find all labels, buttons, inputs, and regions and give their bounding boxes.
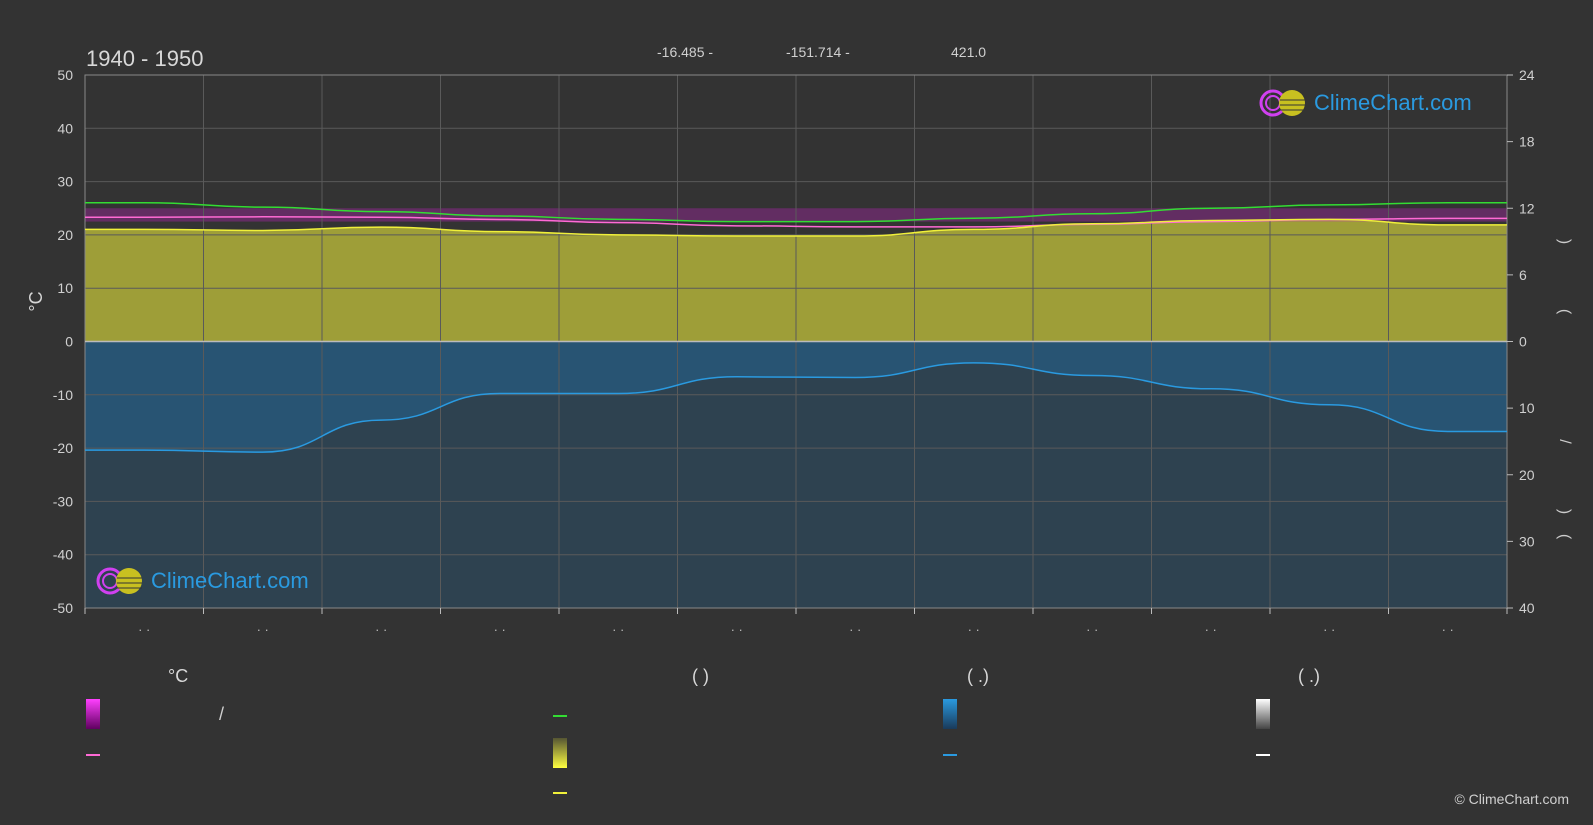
legend-snow-line [1256, 754, 1270, 756]
y-axis-label-right: ) [1556, 509, 1573, 514]
elevation-label: 421.0 [951, 44, 987, 60]
legend-humidity-swatch [86, 699, 100, 729]
y-tick-label-right: 20 [1519, 467, 1535, 483]
legend-sunshine-line [553, 792, 567, 794]
y-axis-label-right: / [1556, 439, 1573, 444]
chart-title: 1940 - 1950 [86, 46, 204, 71]
x-tick-label: · · [375, 622, 387, 637]
legend-daylight-line [553, 715, 567, 717]
y-tick-label-right: 30 [1519, 533, 1535, 549]
y-tick-label-right: 0 [1519, 334, 1527, 350]
y-axis-label-left: °C [26, 291, 46, 311]
logo-bottom[interactable]: ClimeChart.com [95, 566, 309, 596]
precipitation-line [84, 362, 1507, 453]
legend-heading-temperature: °C [168, 666, 189, 686]
y-tick-label-left: 20 [57, 227, 73, 243]
daylight-line [85, 201, 1507, 223]
y-tick-label-right: 10 [1519, 400, 1535, 416]
x-tick-label: · · [968, 622, 980, 637]
copyright: © ClimeChart.com [1454, 791, 1569, 807]
x-tick-label: · · [257, 622, 269, 637]
y-axis-label-right: ) [1556, 239, 1573, 244]
y-axis-label-right: ( [1556, 309, 1573, 315]
y-tick-label-right: 12 [1519, 200, 1535, 216]
legend-rain-swatch [943, 699, 957, 729]
x-tick-label: · · [1442, 622, 1454, 637]
x-tick-label: · · [731, 622, 743, 637]
y-tick-label-left: -20 [53, 440, 73, 456]
climechart-logo-icon [1259, 89, 1305, 117]
y-tick-label-left: 50 [57, 67, 73, 83]
y-tick-label-left: 10 [57, 280, 73, 296]
latitude-label: -16.485 - [657, 44, 714, 60]
y-tick-label-left: -30 [53, 493, 73, 509]
x-tick-label: · · [1086, 622, 1098, 637]
y-tick-label-right: 24 [1519, 67, 1535, 83]
y-axis-label-right: ( [1556, 534, 1573, 540]
longitude-label: -151.714 - [786, 44, 850, 60]
logo-text: ClimeChart.com [1314, 90, 1472, 115]
x-tick-label: · · [612, 622, 624, 637]
y-tick-label-left: 0 [65, 334, 73, 350]
y-tick-label-left: -10 [53, 387, 73, 403]
y-tick-label-right: 18 [1519, 134, 1535, 150]
legend-separator: / [219, 704, 225, 724]
legend-heading-sun: ( ) [692, 666, 709, 686]
legend-precip-line [943, 754, 957, 756]
y-tick-label-right: 40 [1519, 600, 1535, 616]
legend-snow-swatch [1256, 699, 1270, 729]
x-tick-label: · · [494, 622, 506, 637]
x-tick-label: · · [1323, 622, 1335, 637]
legend-sunshine-swatch [553, 738, 567, 768]
x-tick-label: · · [849, 622, 861, 637]
y-tick-label-left: -40 [53, 547, 73, 563]
legend-heading-rain: ( .) [967, 666, 989, 686]
y-tick-label-left: 30 [57, 174, 73, 190]
sunshine-line [84, 218, 1507, 237]
logo-text: ClimeChart.com [151, 568, 309, 593]
logo-top[interactable]: ClimeChart.com [1258, 88, 1472, 118]
x-tick-label: · · [138, 622, 150, 637]
x-tick-label: · · [1205, 622, 1217, 637]
y-tick-label-left: -50 [53, 600, 73, 616]
legend-heading-snow: ( .) [1298, 666, 1320, 686]
climechart-logo-icon [96, 567, 142, 595]
legend-mean-temp-line [86, 754, 100, 756]
y-tick-label-left: 40 [57, 120, 73, 136]
y-tick-label-right: 6 [1519, 267, 1527, 283]
